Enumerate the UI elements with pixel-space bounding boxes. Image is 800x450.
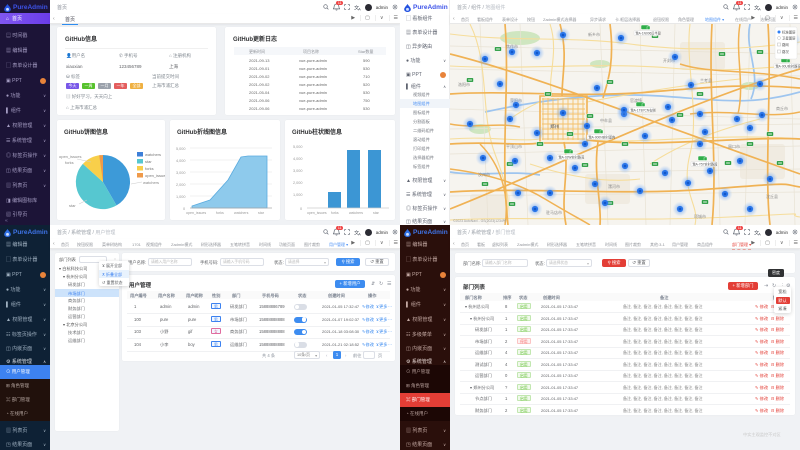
svg-text:watchers: watchers [234, 211, 249, 215]
svg-text:洛阳市: 洛阳市 [458, 81, 470, 87]
svg-text:豫A·00U实时路况: 豫A·00U实时路况 [776, 63, 800, 68]
svg-text:1,000: 1,000 [293, 193, 303, 197]
svg-text:驻马店市: 驻马店市 [546, 209, 562, 215]
svg-text:star: star [258, 211, 265, 215]
svg-text:star: star [373, 211, 380, 215]
svg-text:2,000: 2,000 [293, 181, 303, 185]
svg-text:A: A [358, 232, 361, 236]
svg-text:4,000: 4,000 [176, 159, 186, 163]
svg-text:漯河市: 漯河市 [608, 183, 620, 189]
svg-text:豫A·Y57实时路段: 豫A·Y57实时路段 [693, 161, 719, 166]
svg-text:forks: forks [65, 160, 74, 165]
svg-text:5,000: 5,000 [176, 147, 186, 151]
svg-text:文: 文 [354, 229, 360, 236]
svg-text:3,000: 3,000 [293, 169, 303, 173]
svg-text:open_issues: open_issues [145, 173, 165, 178]
svg-text:forks: forks [331, 211, 339, 215]
svg-text:路网: 路网 [782, 42, 789, 47]
svg-text:豫A·1N006后半段: 豫A·1N006后半段 [636, 30, 662, 35]
svg-text:豫A·1TB7CN右侧: 豫A·1TB7CN右侧 [631, 107, 656, 112]
svg-text:star: star [69, 203, 76, 208]
svg-text:watchers: watchers [143, 180, 159, 185]
svg-text:郑州: 郑州 [550, 123, 560, 130]
svg-text:中牟县: 中牟县 [600, 117, 612, 123]
svg-text:0: 0 [183, 207, 185, 211]
svg-text:豫A·000N实时面内: 豫A·000N实时面内 [589, 134, 616, 139]
svg-text:star: star [145, 159, 152, 164]
svg-text:open_issues: open_issues [186, 211, 206, 215]
svg-text:平顶山市: 平顶山市 [506, 143, 522, 149]
svg-text:兰考县: 兰考县 [700, 77, 712, 83]
svg-text:新乡市: 新乡市 [588, 31, 600, 37]
svg-text:官渡镇: 官渡镇 [630, 97, 642, 103]
svg-text:路况: 路况 [782, 49, 789, 54]
svg-text:豫A·02W实时路况: 豫A·02W实时路况 [559, 154, 585, 159]
svg-text:汝州市: 汝州市 [478, 171, 490, 177]
svg-text:open_issues: open_issues [307, 211, 327, 215]
svg-text:文: 文 [754, 4, 760, 11]
svg-text:卫星图层: 卫星图层 [782, 36, 796, 41]
svg-text:A: A [358, 7, 361, 11]
svg-text:项城市: 项城市 [694, 213, 706, 219]
svg-text:watchers: watchers [349, 211, 363, 215]
svg-text:文: 文 [754, 229, 760, 236]
svg-text:0: 0 [300, 207, 302, 211]
svg-text:3,000: 3,000 [176, 171, 186, 175]
svg-text:A: A [758, 7, 761, 11]
svg-text:forks: forks [216, 211, 224, 215]
svg-text:标准图层: 标准图层 [782, 30, 796, 35]
svg-text:forks: forks [145, 166, 154, 171]
svg-text:1,000: 1,000 [176, 195, 186, 199]
svg-text:watchers: watchers [145, 152, 161, 157]
svg-text:A: A [758, 232, 761, 236]
svg-text:open_issues: open_issues [59, 154, 81, 159]
svg-text:沈丘县: 沈丘县 [766, 193, 778, 199]
svg-text:5,000: 5,000 [293, 145, 303, 149]
svg-text:©2023 AutoNavi - GS(2023)1234号: ©2023 AutoNavi - GS(2023)1234号 [453, 218, 507, 223]
svg-text:商丘市: 商丘市 [776, 105, 788, 111]
svg-text:周口市: 周口市 [728, 143, 740, 149]
svg-text:2,000: 2,000 [176, 183, 186, 187]
svg-text:4,000: 4,000 [293, 157, 303, 161]
svg-text:文: 文 [354, 4, 360, 11]
